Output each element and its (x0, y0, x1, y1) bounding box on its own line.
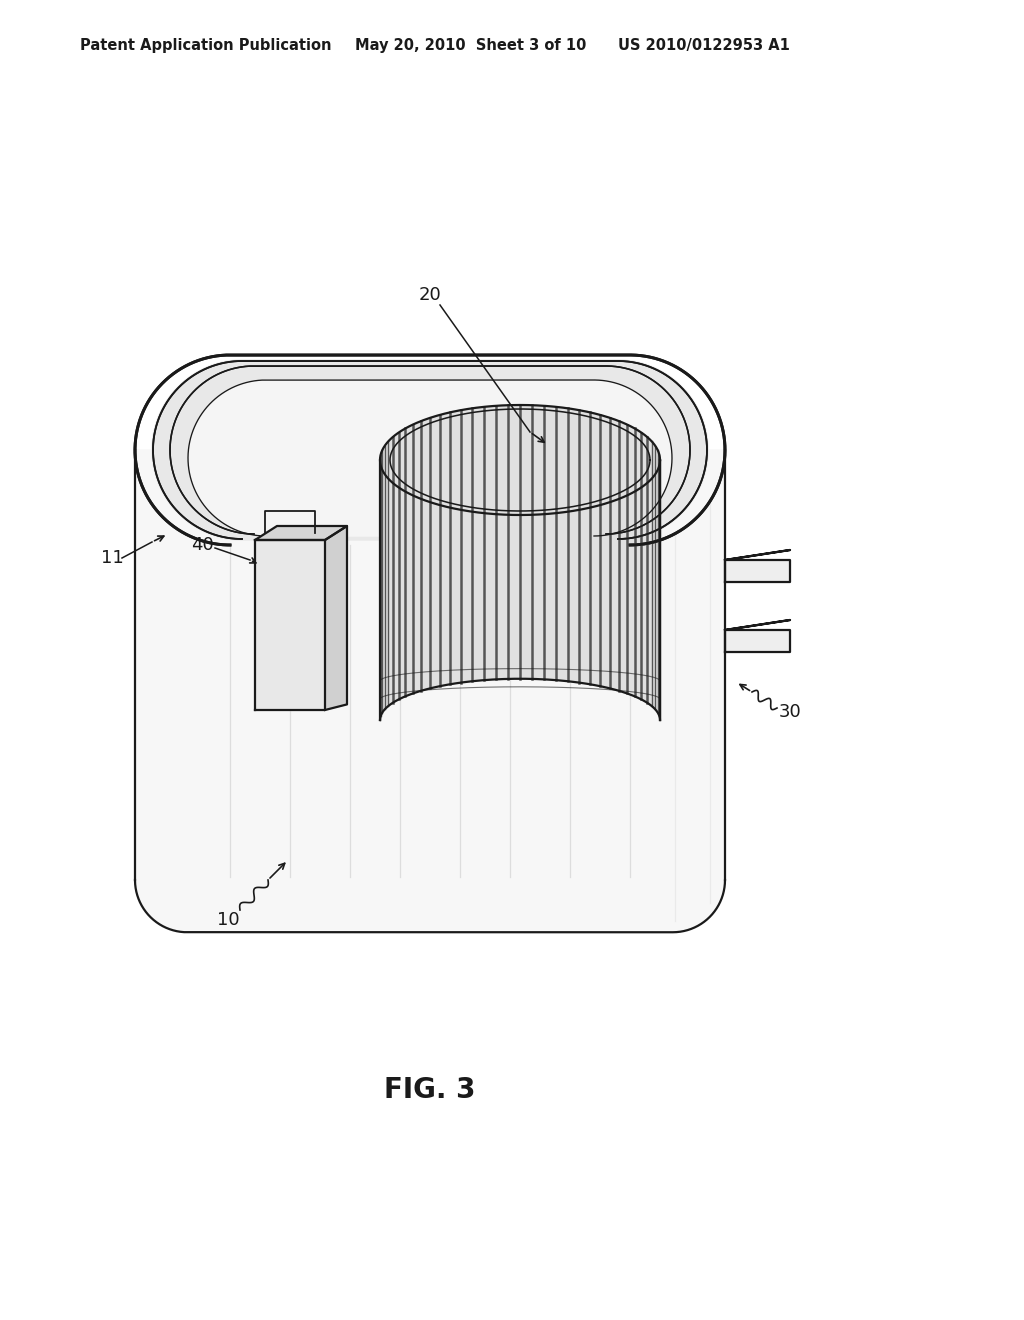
Text: 11: 11 (100, 549, 123, 568)
Polygon shape (135, 450, 725, 932)
Text: FIG. 3: FIG. 3 (384, 1076, 476, 1104)
Text: 40: 40 (190, 536, 213, 554)
Text: US 2010/0122953 A1: US 2010/0122953 A1 (618, 38, 790, 53)
Polygon shape (188, 380, 672, 536)
Text: May 20, 2010  Sheet 3 of 10: May 20, 2010 Sheet 3 of 10 (355, 38, 587, 53)
Polygon shape (152, 360, 708, 540)
Polygon shape (255, 540, 325, 710)
Polygon shape (325, 525, 347, 710)
Polygon shape (255, 525, 347, 540)
Polygon shape (725, 630, 790, 652)
Polygon shape (725, 560, 790, 582)
Text: 20: 20 (419, 286, 441, 304)
Text: Patent Application Publication: Patent Application Publication (80, 38, 332, 53)
Text: 30: 30 (778, 704, 802, 721)
Polygon shape (380, 405, 660, 719)
Text: 10: 10 (217, 911, 240, 929)
Polygon shape (725, 620, 790, 630)
Polygon shape (725, 550, 790, 560)
